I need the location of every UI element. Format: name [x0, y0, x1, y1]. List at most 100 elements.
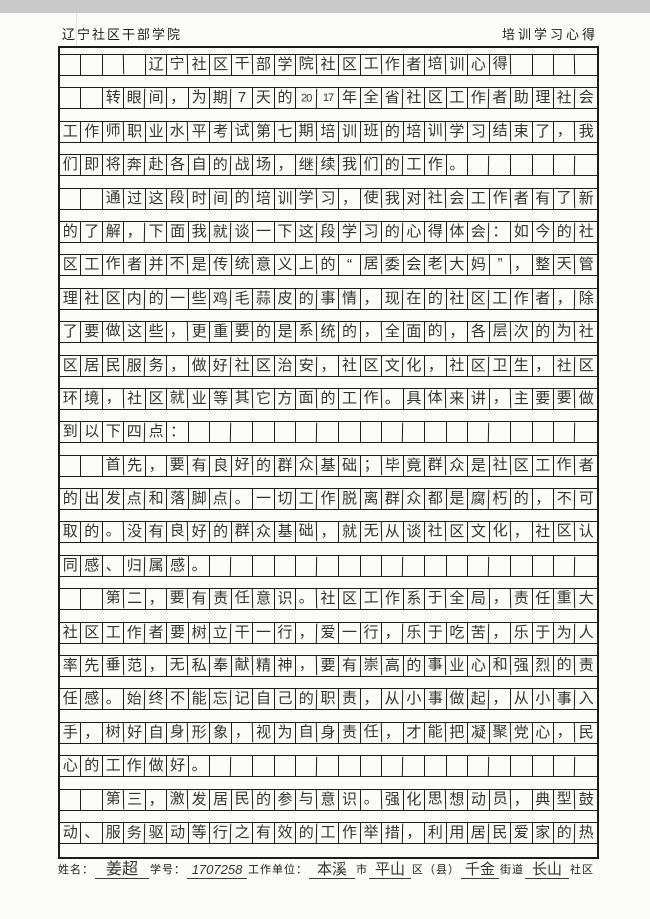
grid-cell: 要 [167, 454, 190, 476]
grid-cell: 无 [167, 655, 190, 676]
grid-cell: 下 [275, 221, 297, 242]
grid-cell: 这 [124, 322, 146, 343]
grid-cell: 训 [447, 55, 469, 75]
grid-cell: 7 [232, 88, 254, 109]
grid-cell: 束 [511, 121, 533, 142]
grid-cell: 年 [339, 88, 361, 109]
grid-cell: 我 [339, 155, 361, 176]
grid-cell: 。 [296, 588, 318, 609]
grid-cell: ， [102, 388, 125, 409]
grid-cell: 的 [533, 322, 555, 343]
grid-cell: 业 [447, 656, 469, 677]
grid-cell: 培 [253, 188, 275, 209]
district-suffix-label: 区（县） [412, 864, 460, 876]
grid-cell [361, 756, 383, 777]
grid-cell: 管 [578, 256, 594, 274]
grid-cell: 们 [361, 155, 383, 176]
grid-cell: 业 [189, 388, 211, 409]
grid-cell [339, 756, 361, 777]
grid-row: 第三，激发居民的参与意识。强化思想动员，典型鼓 [60, 788, 597, 811]
grid-cell: 区 [467, 355, 490, 377]
grid-cell: 苦 [467, 622, 490, 644]
grid-cell: 能 [189, 689, 211, 710]
footer-info-line: 姓名： 姜超 学号： 1707258 工作单位： 本溪 市 平山 区（县） 千金… [57, 861, 602, 879]
grid-cell: 党 [511, 722, 533, 743]
grid-cell: 者 [511, 188, 533, 209]
grid-cell: 社 [404, 88, 426, 109]
grid-cell: ， [382, 722, 404, 743]
grid-cell: 和 [146, 489, 168, 510]
grid-cell [318, 756, 340, 777]
grid-cell: 赴 [146, 155, 168, 176]
grid-cell: 自 [296, 722, 318, 743]
grid-cell: 立 [210, 622, 233, 644]
grid-cell: 落 [167, 489, 189, 510]
grid-cell: ， [146, 656, 168, 677]
grid-cell: 统 [231, 254, 254, 276]
grid-cell: 做 [578, 389, 594, 407]
manuscript-grid: 辽宁社区干部学院社区工作者培训心得转眼间，为期 7 天的 20 17 年全省社区工作者助理… [58, 46, 599, 859]
grid-cell: 三 [124, 789, 146, 810]
grid-cell: 干 [232, 622, 254, 643]
grid-cell: 天 [253, 88, 275, 109]
grid-cell: 新 [578, 189, 594, 207]
grid-cell: ， [404, 822, 426, 843]
grid-cell: 全 [447, 589, 469, 610]
grid-cell: 首 [102, 454, 125, 476]
grid-cell: 即 [81, 155, 103, 176]
grid-cell: 强 [511, 656, 533, 677]
grid-cell: 基 [275, 522, 297, 543]
grid-cell: 做 [146, 756, 168, 777]
grid-cell: 我 [382, 188, 404, 209]
grid-cell [533, 55, 555, 75]
grid-cell: 点 [210, 489, 233, 510]
grid-cell: 私 [189, 656, 211, 677]
grid-row: 任感。始终不能忘记自己的职责，从小事做起，从小事入 [60, 688, 597, 711]
grid-cell: 继 [296, 155, 318, 176]
grid-cell: ， [360, 321, 383, 342]
grid-cell: 识 [339, 789, 361, 810]
grid-cell: 要 [533, 388, 555, 409]
grid-cell: 责 [511, 589, 533, 610]
grid-cell: 员 [489, 788, 512, 810]
grid-cell: 职 [124, 121, 146, 142]
grid-cell: 者 [146, 622, 168, 643]
grid-cell: 如 [511, 221, 533, 242]
grid-cell: 大 [578, 590, 594, 608]
grid-cell [60, 88, 82, 109]
grid-cell [318, 555, 340, 576]
grid-cell: 就 [167, 388, 190, 409]
grid-cell: 鸡 [210, 289, 233, 310]
grid-cell: 第 [102, 588, 125, 609]
grid-row: 到以下四点： [60, 421, 597, 444]
grid-cell: 不 [167, 254, 190, 276]
grid-cell: 视 [253, 722, 275, 743]
grid-cell: 举 [361, 822, 383, 843]
grid-cell: 务 [146, 355, 168, 376]
grid-cell: 凝 [468, 722, 490, 743]
grid-cell: 其 [231, 388, 254, 409]
grid-cell: 的 [253, 455, 275, 476]
grid-cell: 要 [167, 622, 189, 643]
grid-cell: 好 [189, 522, 211, 543]
grid-cell: 这 [146, 188, 168, 209]
grid-row: 首先，要有良好的群众基础；毕竟群众是社区工作者 [60, 454, 597, 477]
grid-cell: 些 [146, 322, 168, 343]
grid-cell: 七 [275, 121, 297, 142]
grid-cell: 有 [189, 589, 211, 610]
grid-cell [425, 422, 447, 443]
grid-cell: 务 [124, 823, 147, 844]
grid-row: 心的工作做好。 [60, 755, 597, 778]
grid-cell: 化 [489, 521, 512, 543]
grid-cell: 心 [533, 722, 555, 743]
grid-cell: 是 [275, 322, 297, 343]
grid-cell: ： [490, 221, 512, 242]
page-header-left: 辽宁社区干部学院 [62, 27, 183, 42]
grid-row: 们即将奔赴各自的战场，继续我们的工作。 [60, 154, 597, 177]
grid-cell [553, 54, 576, 75]
district-value: 平山 [369, 862, 411, 879]
grid-cell [404, 422, 426, 443]
grid-cell: 作 [382, 589, 404, 610]
grid-row: 同感、归属感。 [60, 554, 597, 577]
grid-cell [533, 422, 555, 443]
